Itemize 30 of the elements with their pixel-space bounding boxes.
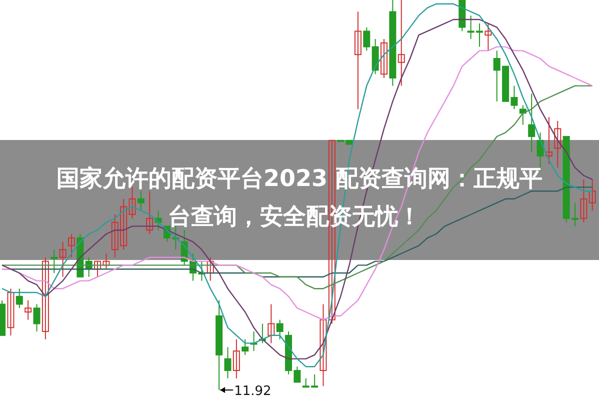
candlestick bbox=[68, 234, 75, 258]
candlestick bbox=[580, 178, 588, 223]
candlestick bbox=[50, 249, 58, 274]
candlestick bbox=[372, 38, 379, 75]
candlestick bbox=[137, 190, 144, 212]
annotation: 11.92 bbox=[234, 384, 272, 399]
candlestick bbox=[398, 0, 405, 86]
candlestick bbox=[528, 93, 536, 153]
candlestick bbox=[242, 338, 249, 356]
candlestick bbox=[206, 256, 214, 282]
candlestick bbox=[363, 26, 370, 52]
candlestick bbox=[146, 190, 154, 234]
candlestick bbox=[380, 38, 388, 78]
candlestick bbox=[545, 116, 552, 164]
candlestick bbox=[268, 304, 275, 344]
candlestick bbox=[24, 300, 32, 320]
candlestick bbox=[588, 178, 596, 212]
candlestick bbox=[16, 288, 23, 309]
candlestick bbox=[42, 256, 49, 340]
candlestick bbox=[276, 319, 284, 340]
candlestick bbox=[554, 120, 562, 168]
candlestick bbox=[59, 241, 66, 278]
candlestick bbox=[232, 338, 240, 379]
candlestick bbox=[519, 104, 526, 126]
candlestick bbox=[33, 304, 40, 332]
candlestick bbox=[354, 11, 362, 110]
candlestick bbox=[7, 288, 14, 336]
candlestick bbox=[484, 22, 492, 52]
candlestick bbox=[224, 346, 232, 379]
candlestick bbox=[320, 304, 327, 387]
